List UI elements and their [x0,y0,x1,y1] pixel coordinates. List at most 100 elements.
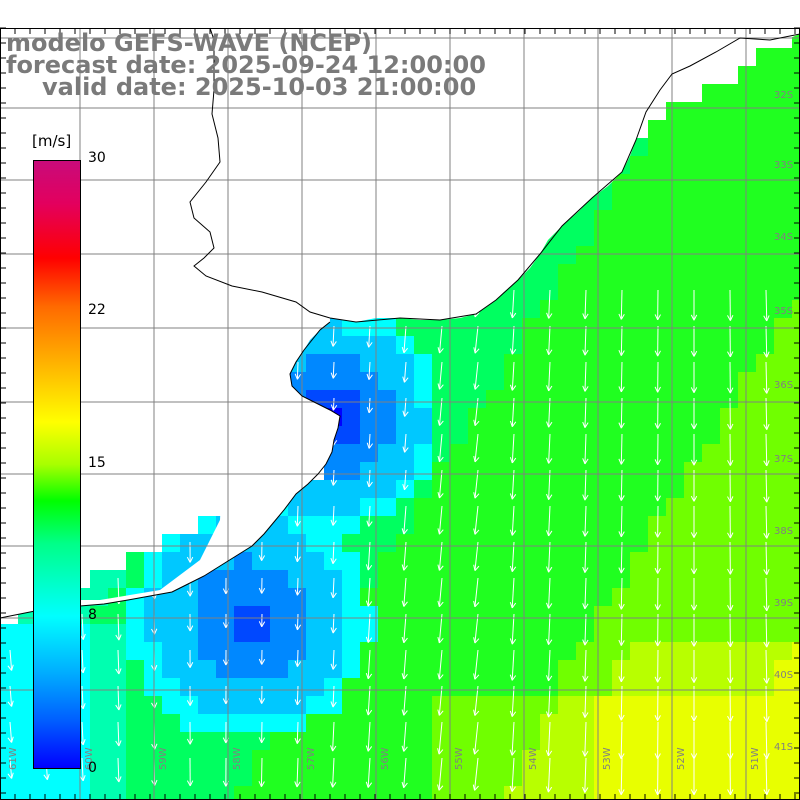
speed-cell [648,120,667,139]
speed-cell [468,480,487,499]
speed-cell [486,678,505,697]
speed-cell [432,588,451,607]
speed-cell [666,534,685,553]
speed-cell [432,498,451,517]
speed-cell [576,264,595,283]
wind-arrow [582,577,589,610]
speed-cell [576,606,595,625]
speed-cell [576,228,595,247]
wind-arrow [545,649,553,682]
lon-label: 61W [8,747,19,770]
speed-cell [450,444,469,463]
speed-cell [396,516,415,535]
speed-cell [576,534,595,553]
speed-cell [756,156,775,175]
speed-cell [198,516,217,535]
speed-cell [738,624,757,643]
speed-cell [0,624,19,643]
speed-cell [558,696,577,715]
speed-cell [648,750,667,769]
speed-cell [702,210,721,229]
speed-cell [540,462,559,481]
wind-arrow [509,685,517,717]
speed-cell [792,750,800,769]
wind-arrow [618,541,625,574]
speed-cell [324,678,343,697]
speed-cell [522,372,541,391]
speed-cell [540,318,559,337]
speed-cell [774,624,793,643]
wind-arrow [437,541,444,571]
wind-arrow [654,433,661,466]
wind-arrow [330,505,337,526]
speed-cell [450,318,469,337]
speed-cell [378,696,397,715]
speed-cell [648,246,667,265]
speed-cell [216,624,235,643]
speed-cell [558,642,577,661]
wind-arrows [7,289,770,796]
wind-arrow [763,613,770,648]
colorbar-tick-22: 22 [88,302,106,318]
speed-cell [558,408,577,427]
speed-cell [468,318,487,337]
coast-south [0,321,341,619]
speed-cell [414,714,433,733]
speed-cell [684,552,703,571]
speed-cell [414,498,433,517]
speed-cell [378,516,397,535]
wind-arrow [7,721,14,743]
speed-cell [738,282,757,301]
wind-arrow [401,685,408,716]
speed-cell [738,516,757,535]
speed-cell [252,786,271,800]
wind-arrow [763,433,770,467]
speed-cell [414,390,433,409]
speed-cell [774,138,793,157]
speed-cell [774,372,793,391]
speed-cell [630,516,649,535]
speed-cell [558,264,577,283]
speed-cell [198,714,217,733]
speed-cell [522,624,541,643]
speed-cell [684,444,703,463]
speed-cell [630,210,649,229]
speed-cell [432,516,451,535]
speed-cell [720,192,739,211]
speed-cell [756,732,775,751]
speed-cell [594,696,613,715]
speed-cell [144,642,163,661]
speed-cell [522,696,541,715]
speed-cell [486,444,505,463]
speed-cell [126,570,145,589]
wind-arrow [654,325,661,357]
speed-cell [324,786,343,800]
speed-cell [666,786,685,800]
speed-cell [486,750,505,769]
speed-cell [774,606,793,625]
speed-cell [324,372,343,391]
wind-arrow [115,757,122,783]
speed-cell [792,354,800,373]
wind-arrow [618,361,625,393]
wind-arrow [618,397,625,429]
wind-arrow [690,541,698,575]
wind-arrow [582,397,589,428]
speed-cell [522,300,541,319]
speed-cell [738,174,757,193]
speed-cell [522,678,541,697]
speed-cell [702,84,721,103]
speed-cell [324,354,343,373]
speed-cell [792,102,800,121]
speed-cell [468,552,487,571]
speed-cell [342,696,361,715]
speed-cell [468,696,487,715]
wind-arrow [727,613,734,648]
wind-arrow [186,721,194,745]
speed-cell [450,588,469,607]
speed-cell [54,768,73,787]
speed-cell [198,786,217,800]
speed-cell [558,228,577,247]
lat-label: 32S [774,90,793,101]
